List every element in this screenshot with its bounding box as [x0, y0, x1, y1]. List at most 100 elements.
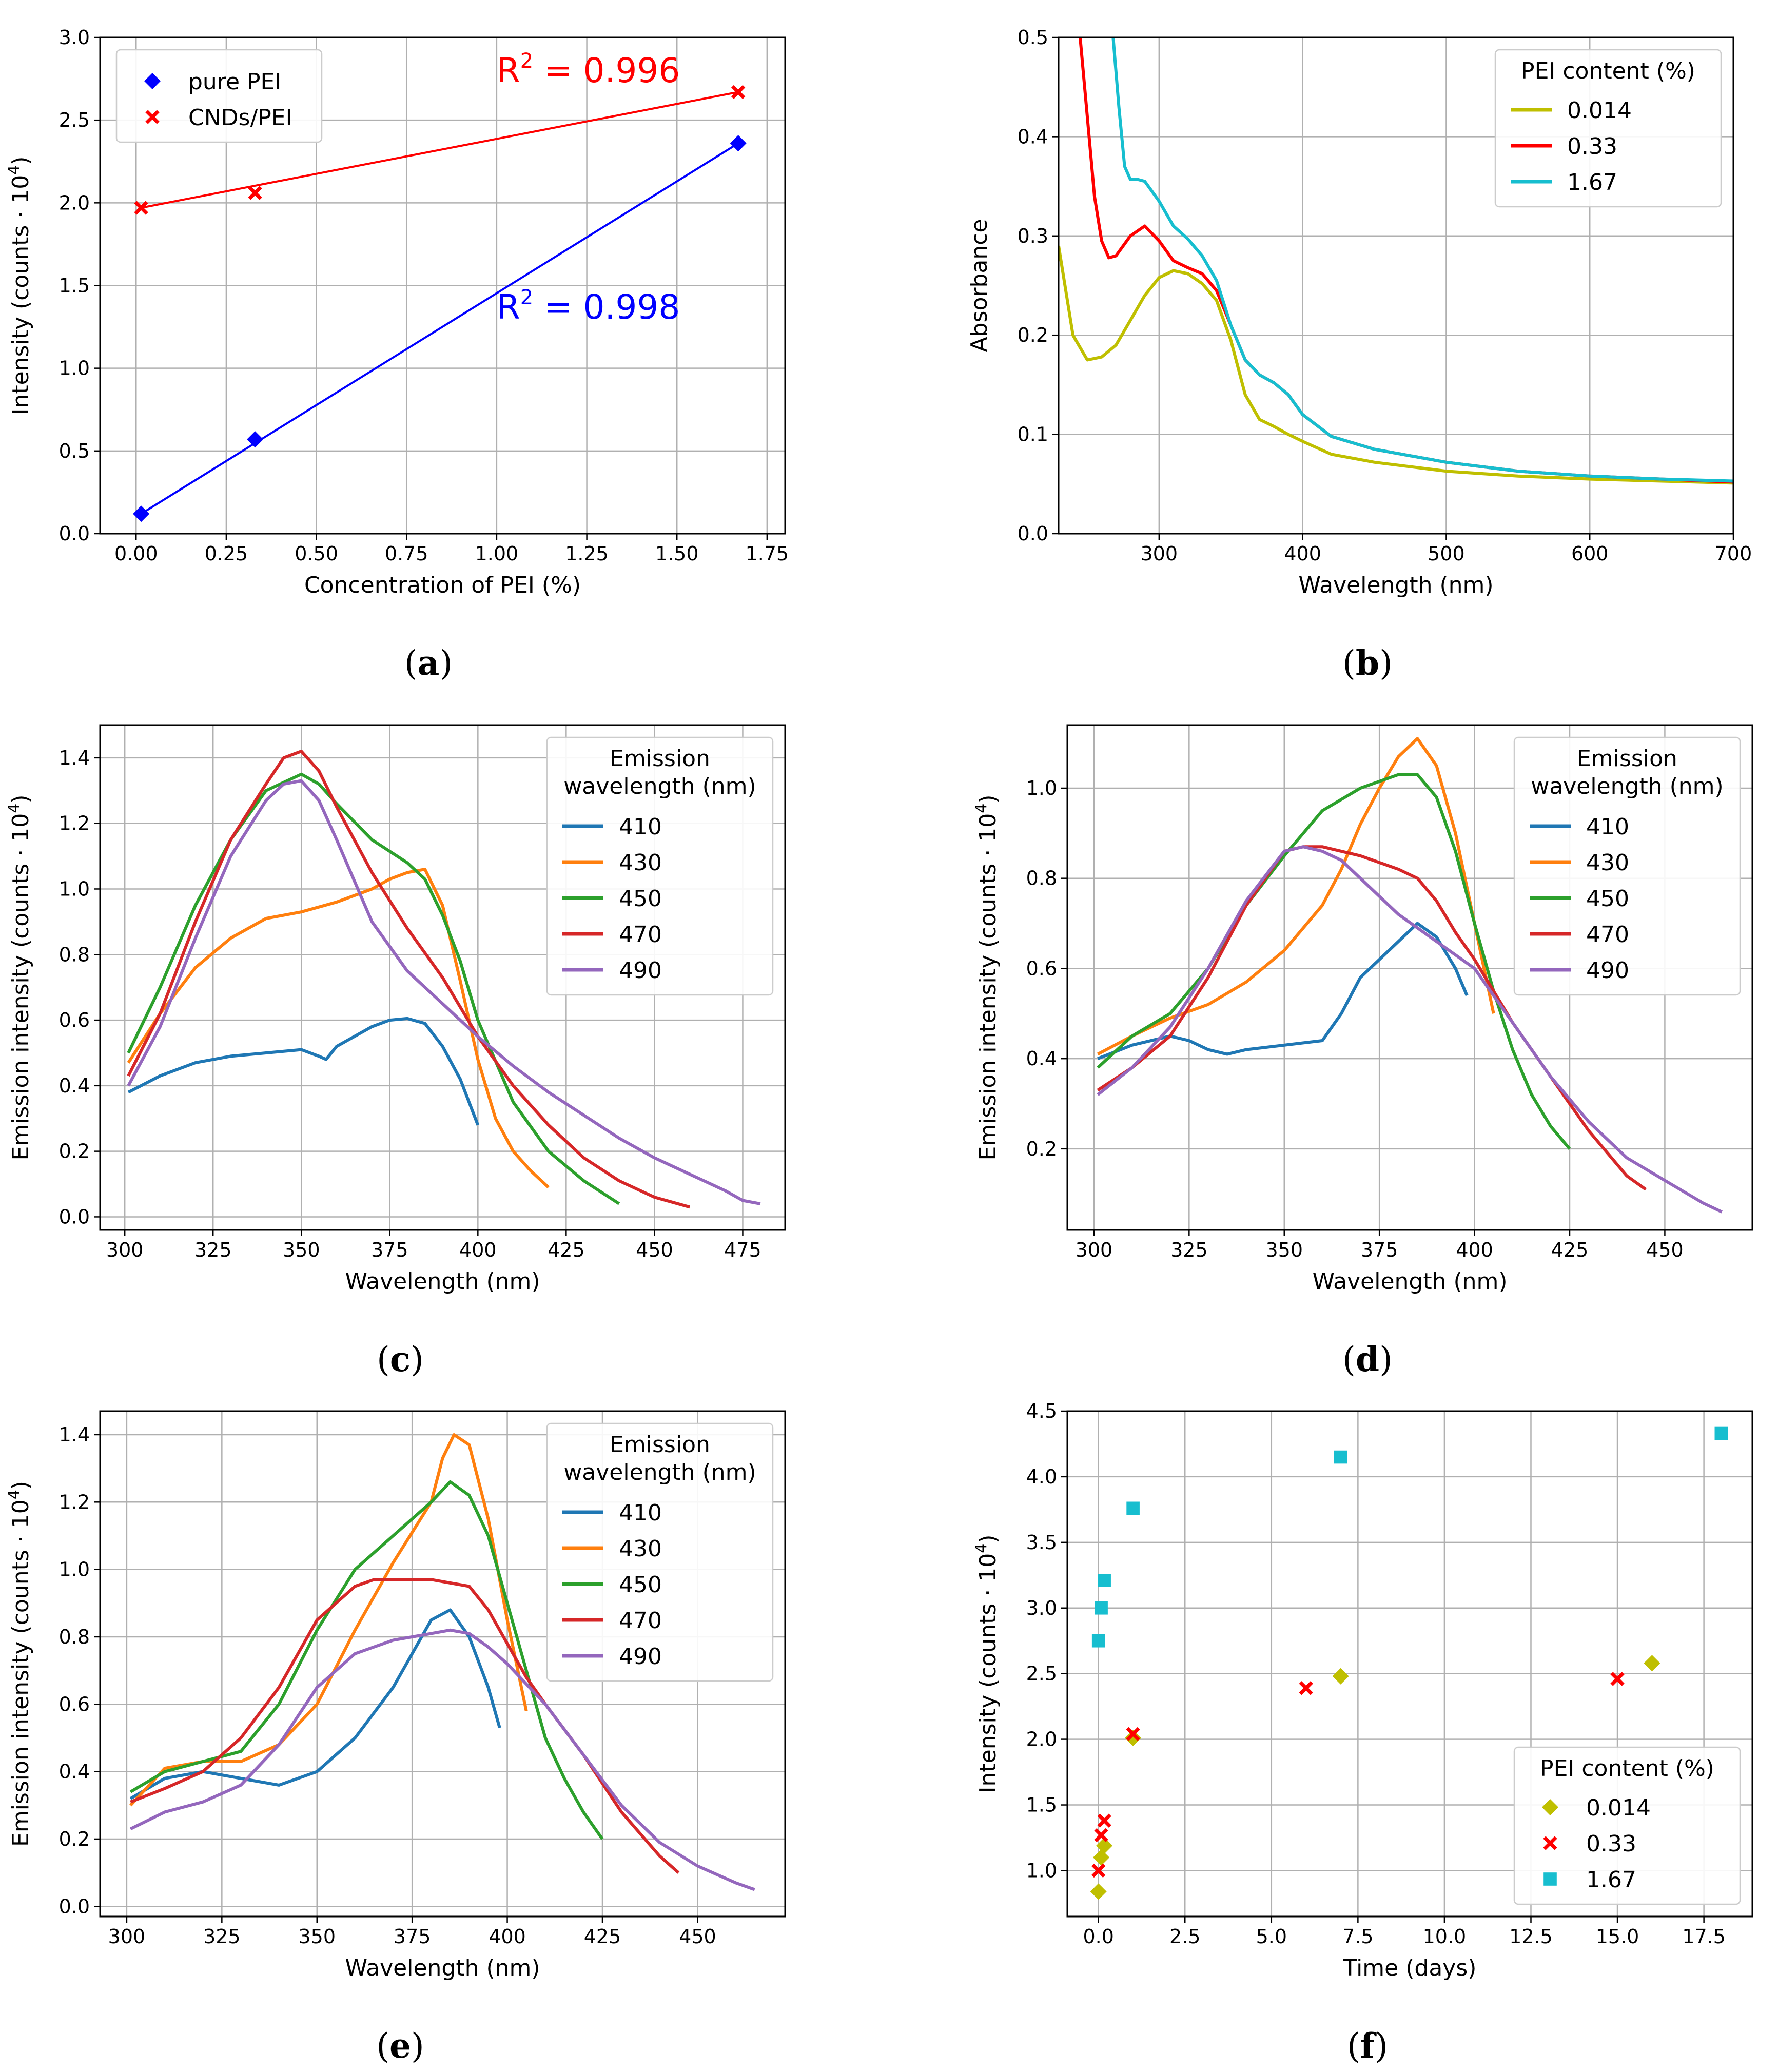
caption-letter: b [1356, 643, 1379, 683]
y-axis-label: Emission intensity (counts · 104) [5, 795, 34, 1161]
legend-label: 470 [619, 922, 662, 948]
x-tick-label: 1.25 [565, 542, 609, 565]
legend-title: Emission [610, 746, 710, 772]
x-tick-label: 500 [1428, 542, 1465, 565]
x-tick-label: 5.0 [1256, 1925, 1287, 1948]
series-line-430 [1097, 737, 1495, 1056]
data-point [1125, 1730, 1142, 1747]
legend-label: 410 [1586, 814, 1629, 840]
y-tick-label: 1.0 [59, 1558, 90, 1581]
series-line-410 [129, 1608, 501, 1800]
x-tick-label: 400 [489, 1925, 526, 1948]
y-axis-label-end: ) [8, 157, 34, 165]
legend-marker [145, 110, 160, 124]
y-tick-label: 1.0 [59, 877, 90, 900]
annotation-text: = 0.996 [533, 51, 680, 90]
x-tick-label: 450 [636, 1239, 673, 1261]
legend-box [1513, 736, 1741, 996]
y-axis-label-sup: 4 [5, 1490, 23, 1499]
x-tick-label: 300 [1076, 1239, 1113, 1261]
y-axis-label-sup: 4 [972, 804, 990, 813]
plot-data [129, 1433, 755, 1891]
chart-panel-d: 300 325 350 375 400 425 450 0.2 0.4 0.6 0.8 1.0 Wave… [972, 724, 1753, 1379]
y-axis-label-main: Emission intensity (counts · 10 [8, 1499, 34, 1847]
x-axis-label: Wavelength (nm) [1298, 572, 1493, 598]
data-point [1094, 1828, 1108, 1843]
x-tick-label: 350 [283, 1239, 320, 1261]
y-tick-label: 1.4 [59, 747, 90, 769]
y-tick-label: 0.4 [1018, 125, 1048, 148]
y-tick-label: 1.5 [59, 275, 90, 297]
y-axis-label-end: ) [975, 795, 1001, 804]
data-point [248, 186, 262, 200]
x-tick-label: 17.5 [1682, 1925, 1726, 1948]
legend: PEI content (%) 0.014 0.33 1.67 [1513, 1746, 1741, 1905]
y-axis-label-main: Emission intensity (counts · 10 [975, 813, 1001, 1161]
y-tick-label: 0.4 [59, 1074, 90, 1097]
legend-label: 0.014 [1567, 97, 1632, 124]
legend-title: wavelength (nm) [563, 773, 756, 799]
series-line-410 [127, 1017, 480, 1126]
x-tick-label: 400 [459, 1239, 497, 1261]
x-tick-label: 1.00 [475, 542, 519, 565]
x-tick-label: 10.0 [1423, 1925, 1467, 1948]
x-tick-label: 325 [194, 1239, 232, 1261]
legend-marker [144, 73, 161, 89]
y-tick-label: 0.6 [1026, 957, 1057, 980]
legend-box [1513, 1746, 1741, 1905]
data-point [1644, 1655, 1660, 1672]
legend-label: 1.67 [1567, 169, 1617, 196]
x-axis-label: Wavelength (nm) [345, 1955, 540, 1981]
chart-panel-c: 300 325 350 375 400 425 450 475 0.0 0.2 0.4 0.6 0.8 1… [5, 724, 786, 1379]
r-squared-annotation: R2 = 0.998 [497, 286, 680, 327]
caption-letter: c [390, 1339, 411, 1379]
y-tick-label: 0.2 [59, 1828, 90, 1850]
x-tick-label: 300 [106, 1239, 144, 1261]
legend-label: 450 [619, 886, 662, 912]
legend-box [1494, 49, 1722, 208]
data-point [1714, 1426, 1728, 1440]
series-line-450 [129, 1480, 604, 1840]
x-tick-label: 350 [1265, 1239, 1303, 1261]
caption-open: ( [376, 2026, 389, 2066]
annotation-sup: 2 [520, 49, 533, 73]
legend-label: 450 [1586, 886, 1629, 912]
y-tick-label: 0.2 [1018, 324, 1048, 346]
y-axis-label-sup: 4 [5, 165, 23, 175]
x-tick-label: 300 [108, 1925, 146, 1948]
data-point [1299, 1681, 1313, 1695]
x-tick-label: 425 [1551, 1239, 1589, 1261]
caption-close: ) [1379, 643, 1393, 683]
series-line-470 [127, 750, 691, 1209]
legend-label: 490 [619, 957, 662, 984]
x-tick-label: 425 [584, 1925, 621, 1948]
data-point [1096, 1837, 1113, 1854]
x-tick-label: 600 [1571, 542, 1609, 565]
plot-data [133, 85, 747, 522]
panel-caption: (b) [1342, 643, 1393, 683]
caption-close: ) [411, 1340, 424, 1379]
legend-marker [1543, 1836, 1557, 1850]
plot-frame [1066, 724, 1753, 1231]
legend-label: 450 [619, 1572, 662, 1598]
x-tick-label: 2.5 [1169, 1925, 1200, 1948]
y-tick-label: 1.2 [59, 812, 90, 835]
legend-label: 490 [1586, 957, 1629, 984]
y-tick-label: 0.5 [59, 440, 90, 462]
x-tick-label: 7.5 [1342, 1925, 1373, 1948]
x-tick-label: 400 [1456, 1239, 1493, 1261]
y-tick-label: 2.5 [59, 109, 90, 131]
data-point [1098, 1574, 1111, 1587]
y-axis-label-sup: 4 [972, 1543, 990, 1553]
x-tick-label: 1.50 [655, 542, 699, 565]
x-tick-label: 0.0 [1083, 1925, 1113, 1948]
panel-caption: (c) [377, 1339, 424, 1379]
y-tick-label: 0.8 [1026, 867, 1057, 890]
legend: pure PEI CNDs/PEI [115, 49, 323, 143]
series-line-430 [127, 868, 550, 1189]
legend-label: 0.33 [1586, 1831, 1636, 1857]
legend-box [546, 1422, 774, 1682]
data-point [730, 135, 747, 152]
x-tick-label: 375 [371, 1239, 408, 1261]
